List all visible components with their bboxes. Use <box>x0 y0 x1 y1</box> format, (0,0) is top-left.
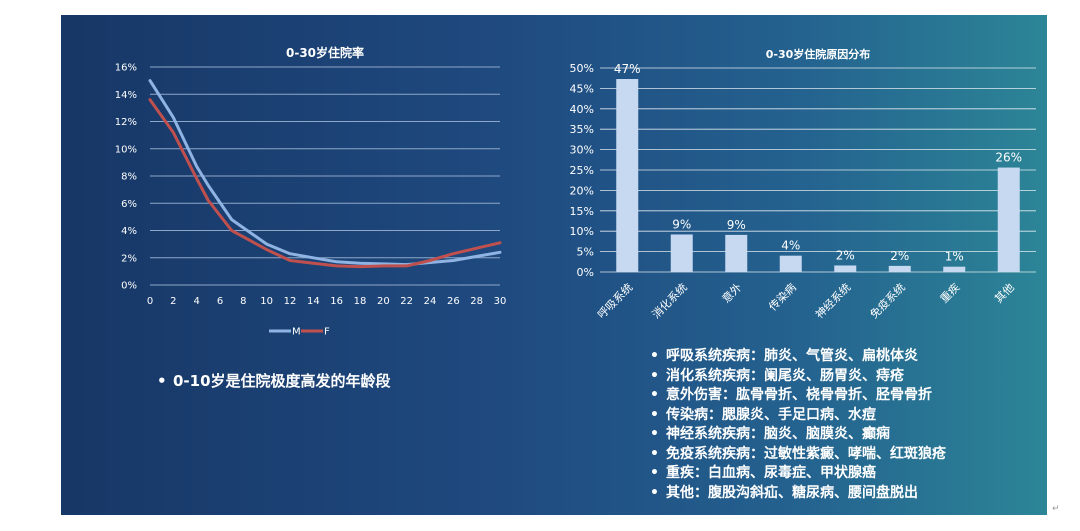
x-tick-label: 6 <box>217 296 223 307</box>
x-category-label: 消化系统 <box>649 280 690 321</box>
y-tick-label: 10% <box>570 225 594 238</box>
y-tick-label: 14% <box>115 90 137 101</box>
bar-data-label: 9% <box>727 218 746 232</box>
causes-detail-item: 传染病：腮腺炎、手足口病、水痘 <box>646 406 946 426</box>
y-tick-label: 8% <box>121 172 137 183</box>
x-category-label: 重疾 <box>937 280 962 305</box>
hospitalization-causes-bar-chart: 0-30岁住院原因分布 0% 5% 10% 15% 20% 25% 30% 35% 40% 45% 5… <box>570 47 1036 321</box>
x-category-label: 呼吸系统 <box>595 281 635 321</box>
y-tick-label: 12% <box>115 117 137 128</box>
paragraph-mark: ↵ <box>1052 504 1060 514</box>
legend-label-F: F <box>324 327 330 338</box>
x-tick-label: 18 <box>354 296 367 307</box>
bar-其他 <box>997 167 1020 272</box>
x-category-label: 神经系统 <box>812 280 853 321</box>
bar-神经系统 <box>834 265 857 272</box>
y-tick-label: 16% <box>115 63 137 74</box>
y-tick-label: 20% <box>570 184 594 197</box>
bar-消化系统 <box>670 234 693 272</box>
x-tick-label: 0 <box>147 296 153 307</box>
causes-detail-item: 消化系统疾病：阑尾炎、肠胃炎、痔疮 <box>646 367 946 387</box>
causes-detail-list: 呼吸系统疾病：肺炎、气管炎、扁桃体炎消化系统疾病：阑尾炎、肠胃炎、痔疮意外伤害：… <box>646 347 946 503</box>
bar-传染病 <box>779 255 802 272</box>
y-tick-label: 0% <box>121 281 137 292</box>
x-tick-label: 8 <box>240 296 246 307</box>
y-tick-label: 5% <box>577 246 594 259</box>
bar-意外 <box>725 234 748 272</box>
y-tick-label: 4% <box>121 226 137 237</box>
causes-detail-item: 其他：腹股沟斜疝、糖尿病、腰间盘脱出 <box>646 484 946 504</box>
x-tick-label: 14 <box>307 296 320 307</box>
x-category-label: 免疫系统 <box>867 280 908 321</box>
bar-data-label: 4% <box>781 239 800 253</box>
legend-label-M: M <box>292 327 301 338</box>
bar-重疾 <box>943 266 966 272</box>
left-note: 0-10岁是住院极度高发的年龄段 <box>153 372 391 392</box>
causes-detail-item: 神经系统疾病：脑炎、脑膜炎、癫痫 <box>646 425 946 445</box>
x-category-label: 传染病 <box>766 280 799 313</box>
y-tick-label: 10% <box>115 144 137 155</box>
x-tick-label: 28 <box>470 296 483 307</box>
slide: 0-30岁住院率 0% 2% 4% 6% 8% 10% 12% 14% 16% 0 2 4 6 8 10 12 1… <box>61 15 1047 515</box>
series-line-F <box>148 98 502 269</box>
y-tick-label: 45% <box>570 82 594 95</box>
bar-data-label: 2% <box>836 248 855 262</box>
y-tick-label: 50% <box>570 62 594 75</box>
x-tick-label: 30 <box>494 296 507 307</box>
x-tick-label: 2 <box>170 296 176 307</box>
left-note-item: 0-10岁是住院极度高发的年龄段 <box>153 372 391 392</box>
y-tick-label: 35% <box>570 123 594 136</box>
x-tick-label: 10 <box>260 296 273 307</box>
y-tick-label: 2% <box>121 253 137 264</box>
causes-detail-item: 重疾：白血病、尿毒症、甲状腺癌 <box>646 464 946 484</box>
x-tick-label: 4 <box>193 296 199 307</box>
y-tick-label: 25% <box>570 164 594 177</box>
y-tick-label: 40% <box>570 103 594 116</box>
x-tick-label: 20 <box>377 296 390 307</box>
x-tick-label: 24 <box>424 296 437 307</box>
bar-免疫系统 <box>888 265 911 272</box>
y-tick-label: 0% <box>577 266 594 279</box>
bar-data-label: 2% <box>890 249 909 263</box>
bar-chart-title: 0-30岁住院原因分布 <box>766 47 871 61</box>
x-tick-label: 26 <box>447 296 460 307</box>
y-tick-label: 15% <box>570 205 594 218</box>
line-chart-title: 0-30岁住院率 <box>286 45 364 60</box>
bar-data-label: 47% <box>614 62 641 76</box>
bar-data-label: 1% <box>945 250 964 264</box>
bar-data-label: 26% <box>995 151 1022 165</box>
causes-detail-item: 免疫系统疾病：过敏性紫癜、哮喘、红斑狼疮 <box>646 445 946 465</box>
y-tick-label: 30% <box>570 144 594 157</box>
x-tick-label: 22 <box>400 296 413 307</box>
x-category-label: 其他 <box>992 281 1017 306</box>
causes-detail-item: 意外伤害：肱骨骨折、桡骨骨折、胫骨骨折 <box>646 386 946 406</box>
x-tick-label: 16 <box>330 296 343 307</box>
x-category-label: 意外 <box>719 280 744 305</box>
x-tick-label: 12 <box>284 296 297 307</box>
bar-呼吸系统 <box>616 79 639 273</box>
bar-data-label: 9% <box>672 217 691 231</box>
y-tick-label: 6% <box>121 199 137 210</box>
series-line-M <box>148 79 502 267</box>
causes-detail-item: 呼吸系统疾病：肺炎、气管炎、扁桃体炎 <box>646 347 946 367</box>
